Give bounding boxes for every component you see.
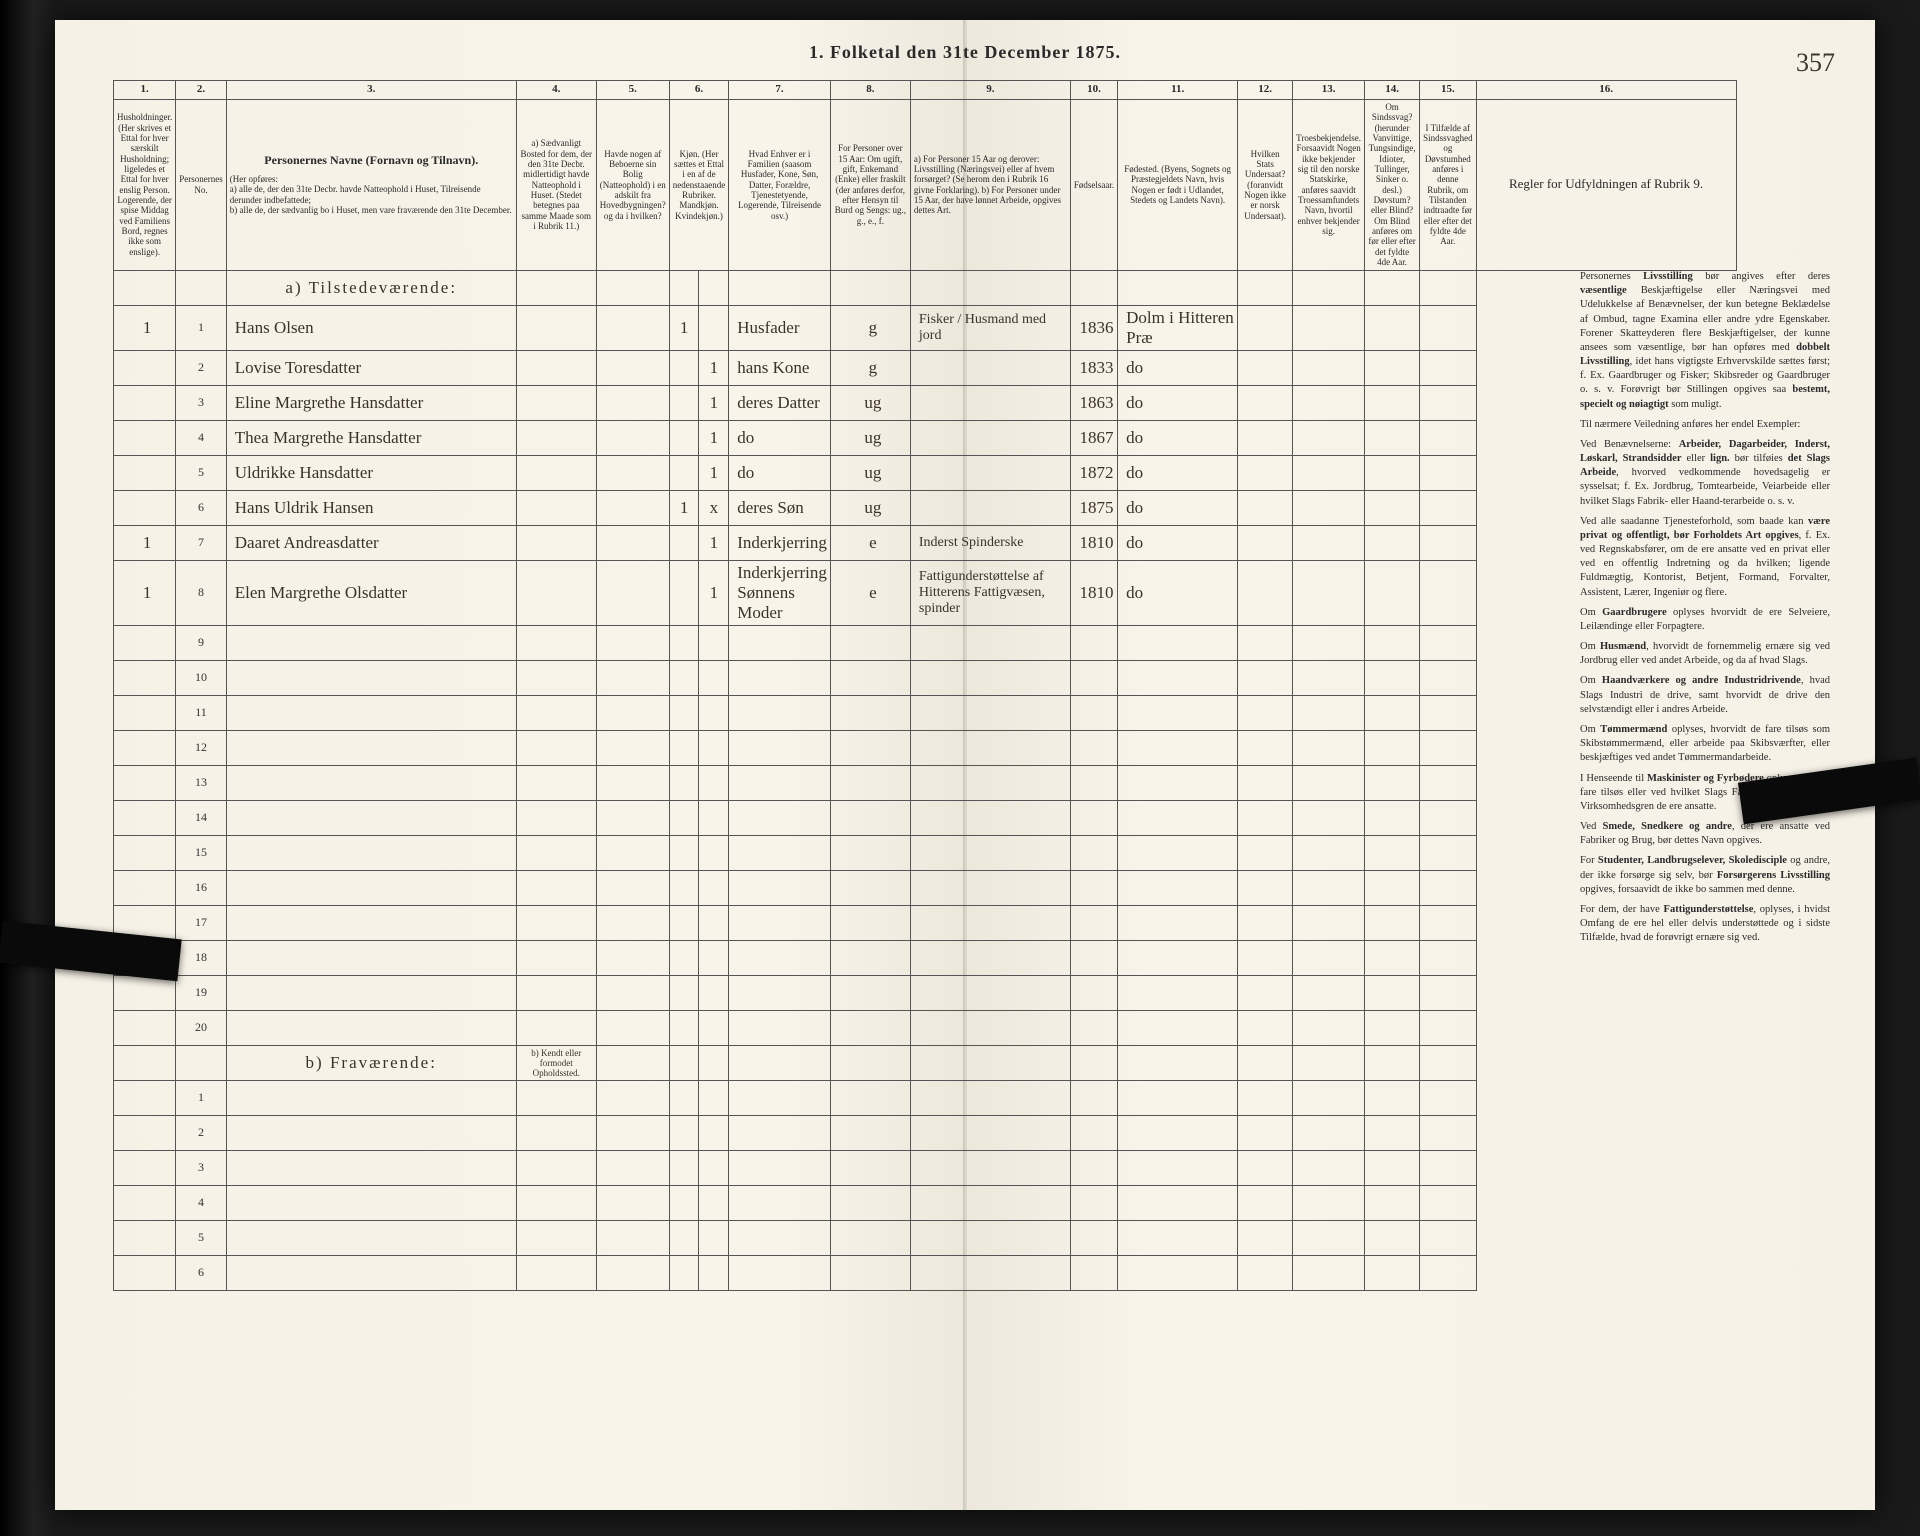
colnum: 9. <box>910 81 1070 100</box>
rules-paragraph: Ved Smede, Snedkere og andre, der ere an… <box>1580 820 1830 848</box>
table-row: 3 <box>114 1150 1737 1185</box>
table-row: 11 <box>114 695 1737 730</box>
hdr-c4: a) Sædvanligt Bosted for dem, der den 31… <box>516 100 596 271</box>
table-row: 15 <box>114 835 1737 870</box>
table-row: 19 <box>114 975 1737 1010</box>
hdr-c12: Hvilken Stats Undersaat? (foranvidt Noge… <box>1238 100 1293 271</box>
hdr-c7: Hvad Enhver er i Familien (saasom Husfad… <box>729 100 831 271</box>
hdr-c14: Om Sindssvag? (herunder Vanvittige, Tung… <box>1365 100 1420 271</box>
table-row: 9 <box>114 625 1737 660</box>
hdr-c6: Kjøn. (Her sættes et Ettal i en af de ne… <box>669 100 728 271</box>
hdr-c8: For Personer over 15 Aar: Om ugift, gift… <box>830 100 910 271</box>
colnum: 5. <box>596 81 669 100</box>
rules-paragraph: For dem, der have Fattigunderstøttelse, … <box>1580 903 1830 946</box>
colnum: 11. <box>1118 81 1238 100</box>
table-row: 6 <box>114 1255 1737 1290</box>
page-title: 1. Folketal den 31te December 1875. <box>55 42 1875 63</box>
rules-paragraph: Om Tømmermænd oplyses, hvorvidt de fare … <box>1580 723 1830 766</box>
table-row: 10 <box>114 660 1737 695</box>
rules-paragraph: Til nærmere Veiledning anføres her endel… <box>1580 418 1830 432</box>
table-row: 13 <box>114 765 1737 800</box>
colnum: 12. <box>1238 81 1293 100</box>
rules-column: Personernes Livsstilling bør angives eft… <box>1580 270 1830 951</box>
table-row: 2 <box>114 1115 1737 1150</box>
colnum: 4. <box>516 81 596 100</box>
hdr-c5: Havde nogen af Beboerne sin Bolig (Natte… <box>596 100 669 271</box>
colnum: 2. <box>176 81 227 100</box>
hdr-c15: I Tilfælde af Sindssvaghed og Døvstumhed… <box>1420 100 1477 271</box>
hdr-c3-sub: (Her opføres: a) alle de, der den 31te D… <box>230 174 513 215</box>
colnum: 3. <box>226 81 516 100</box>
census-table: 1. 2. 3. 4. 5. 6. 7. 8. 9. 10. 11. 12. 1… <box>113 80 1737 1291</box>
table-row: 14 <box>114 800 1737 835</box>
hdr-c10: Fødselsaar. <box>1070 100 1117 271</box>
hdr-c3-title: Personernes Navne (Fornavn og Tilnavn). <box>230 154 513 168</box>
column-number-row: 1. 2. 3. 4. 5. 6. 7. 8. 9. 10. 11. 12. 1… <box>114 81 1737 100</box>
rows-absent-header: b) Fraværende: b) Kendt eller formodet O… <box>114 1045 1737 1080</box>
header-row: Husholdninger. (Her skrives et Ettal for… <box>114 100 1737 271</box>
rules-paragraph: For Studenter, Landbrugselever, Skoledis… <box>1580 854 1830 897</box>
hdr-c2: Personernes No. <box>176 100 227 271</box>
table-row: 16 <box>114 870 1737 905</box>
table-row: 17 <box>114 905 1737 940</box>
rows-present: a) Tilstedeværende: 1 1 Hans Olsen 1 Hus… <box>114 270 1737 625</box>
page-number: 357 <box>1796 48 1835 78</box>
colnum: 16. <box>1476 81 1736 100</box>
colnum: 10. <box>1070 81 1117 100</box>
colnum: 14. <box>1365 81 1420 100</box>
rules-paragraph: Personernes Livsstilling bør angives eft… <box>1580 270 1830 412</box>
table-row: 18 <box>114 940 1737 975</box>
rules-paragraph: Om Husmænd, hvorvidt de fornemmelig ernæ… <box>1580 640 1830 668</box>
rows-present-empty: 91011121314151617181920 <box>114 625 1737 1045</box>
colnum: 15. <box>1420 81 1477 100</box>
hdr-c11: Fødested. (Byens, Sognets og Præstegjeld… <box>1118 100 1238 271</box>
table-row: 5 <box>114 1220 1737 1255</box>
hdr-c13: Troesbekjendelse. Forsaavidt Nogen ikke … <box>1293 100 1365 271</box>
table-row: 4 <box>114 1185 1737 1220</box>
rules-paragraph: Om Gaardbrugere oplyses hvorvidt de ere … <box>1580 606 1830 634</box>
hdr-c1: Husholdninger. (Her skrives et Ettal for… <box>114 100 176 271</box>
ledger-page: 1. Folketal den 31te December 1875. 357 … <box>55 20 1875 1510</box>
colnum: 6. <box>669 81 728 100</box>
colnum: 8. <box>830 81 910 100</box>
colnum: 1. <box>114 81 176 100</box>
colnum: 13. <box>1293 81 1365 100</box>
table-row: 20 <box>114 1010 1737 1045</box>
hdr-c9: a) For Personer 15 Aar og derover: Livss… <box>910 100 1070 271</box>
colnum: 7. <box>729 81 831 100</box>
table-row: 1 <box>114 1080 1737 1115</box>
rules-paragraph: Ved Benævnelserne: Arbeider, Dagarbeider… <box>1580 438 1830 509</box>
rules-paragraph: Om Haandværkere og andre Industridrivend… <box>1580 674 1830 717</box>
rows-absent-empty: 123456 <box>114 1080 1737 1290</box>
binding-edge <box>0 0 55 1536</box>
table-row: 12 <box>114 730 1737 765</box>
hdr-c16: Regler for Udfyldningen af Rubrik 9. <box>1476 100 1736 271</box>
hdr-c3: Personernes Navne (Fornavn og Tilnavn). … <box>226 100 516 271</box>
rules-paragraph: Ved alle saadanne Tjenesteforhold, som b… <box>1580 515 1830 600</box>
